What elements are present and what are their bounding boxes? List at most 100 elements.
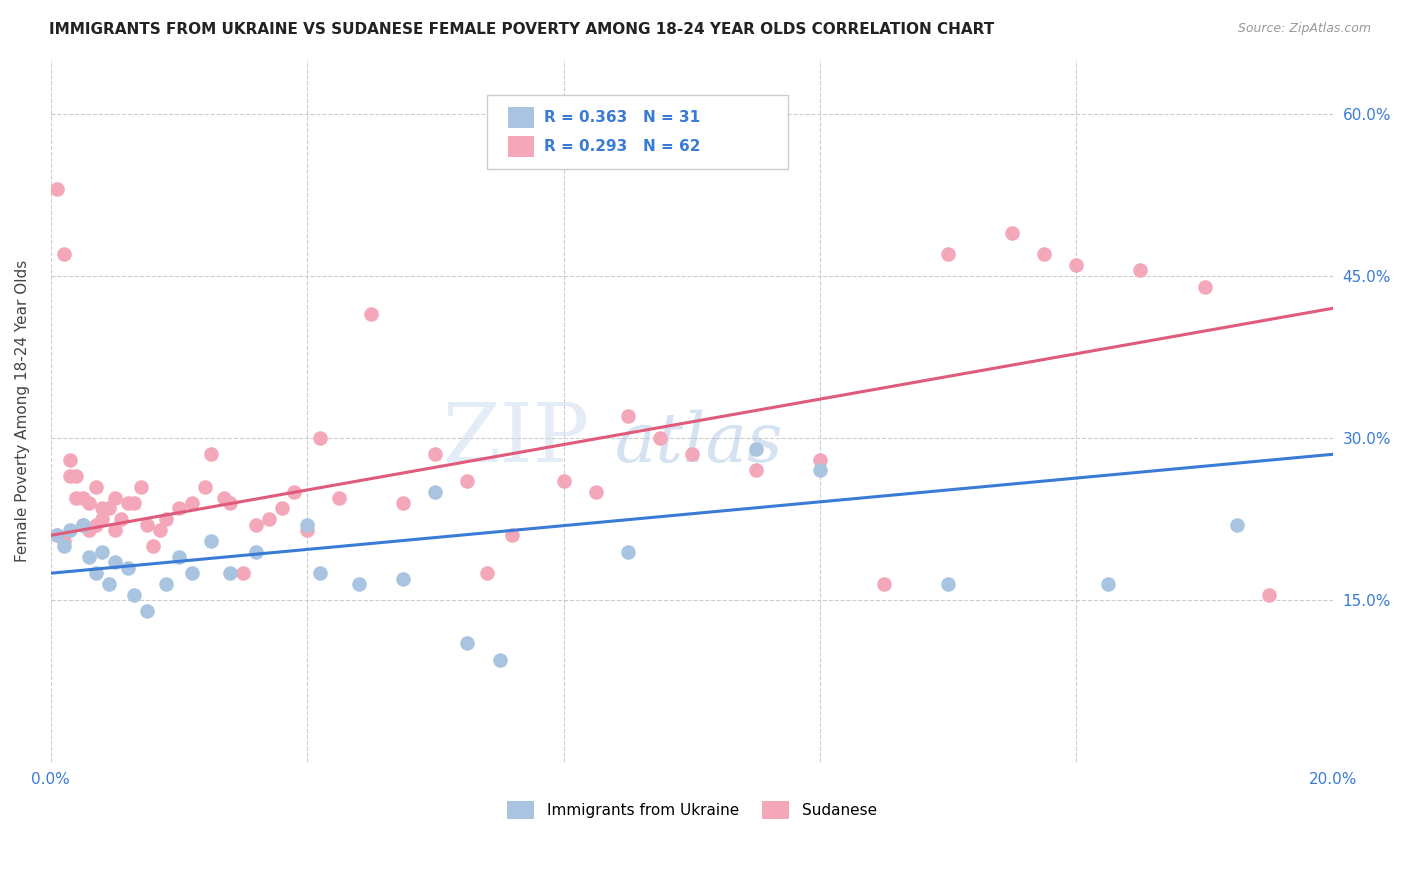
Point (392, 496, 415, 510)
Point (194, 480, 217, 494)
Point (59, 469, 82, 483)
Point (648, 431, 671, 445)
Point (681, 447, 703, 461)
Point (392, 572, 415, 586)
Point (149, 523, 172, 537)
Point (136, 604, 159, 618)
Text: IMMIGRANTS FROM UKRAINE VS SUDANESE FEMALE POVERTY AMONG 18-24 YEAR OLDS CORRELA: IMMIGRANTS FROM UKRAINE VS SUDANESE FEMA… (49, 22, 994, 37)
Point (129, 480, 152, 494)
Point (79, 523, 101, 537)
Point (745, 442, 768, 456)
Point (425, 485, 447, 500)
Point (553, 475, 575, 489)
Point (456, 636, 478, 650)
Point (1129, 263, 1152, 277)
Point (72, 491, 94, 505)
Point (1001, 226, 1024, 240)
FancyBboxPatch shape (509, 136, 534, 157)
Point (117, 561, 139, 575)
Point (309, 431, 332, 445)
Point (97, 577, 120, 591)
Point (59, 523, 82, 537)
Point (219, 566, 242, 581)
Point (309, 566, 332, 581)
Point (219, 496, 242, 510)
Point (270, 501, 292, 516)
Point (79, 549, 101, 564)
Point (72, 517, 94, 532)
Point (200, 447, 222, 461)
Point (245, 517, 267, 532)
Y-axis label: Female Poverty Among 18-24 Year Olds: Female Poverty Among 18-24 Year Olds (15, 260, 30, 562)
Point (84, 480, 107, 494)
Point (79, 496, 101, 510)
Point (283, 485, 305, 500)
Point (91, 501, 114, 516)
Point (110, 512, 132, 526)
Point (84, 566, 107, 581)
Point (104, 491, 127, 505)
Point (347, 577, 370, 591)
Point (1257, 588, 1279, 602)
Point (84, 517, 107, 532)
Point (1194, 279, 1216, 293)
FancyBboxPatch shape (486, 95, 787, 169)
Point (245, 544, 267, 558)
Text: Source: ZipAtlas.com: Source: ZipAtlas.com (1237, 22, 1371, 36)
Point (104, 523, 127, 537)
Point (616, 409, 638, 424)
Text: R = 0.293   N = 62: R = 0.293 N = 62 (544, 138, 700, 153)
Text: ZIP: ZIP (443, 399, 589, 479)
Point (257, 512, 280, 526)
Point (745, 463, 768, 477)
Point (1033, 247, 1056, 261)
Point (46, 528, 69, 542)
Point (52, 539, 75, 553)
Point (122, 496, 145, 510)
Point (328, 491, 350, 505)
Point (167, 549, 190, 564)
Point (52, 247, 75, 261)
Point (1097, 577, 1119, 591)
Point (873, 577, 896, 591)
Point (808, 452, 831, 467)
Point (91, 512, 114, 526)
Point (72, 517, 94, 532)
Point (122, 588, 145, 602)
Point (155, 512, 177, 526)
Point (297, 517, 319, 532)
Point (297, 523, 319, 537)
Point (1066, 258, 1088, 272)
Point (46, 528, 69, 542)
Point (180, 496, 202, 510)
Point (425, 447, 447, 461)
Point (97, 501, 120, 516)
FancyBboxPatch shape (509, 107, 534, 128)
Point (936, 577, 959, 591)
Point (212, 491, 235, 505)
Point (117, 496, 139, 510)
Point (808, 463, 831, 477)
Point (232, 566, 254, 581)
Text: atlas: atlas (614, 409, 783, 476)
Point (142, 539, 165, 553)
Point (65, 491, 87, 505)
Point (136, 517, 159, 532)
Legend: Immigrants from Ukraine, Sudanese: Immigrants from Ukraine, Sudanese (501, 795, 883, 825)
Point (200, 533, 222, 548)
Point (501, 528, 523, 542)
Point (1226, 517, 1249, 532)
Point (104, 555, 127, 569)
Point (585, 485, 607, 500)
Point (936, 247, 959, 261)
Point (616, 544, 638, 558)
Point (155, 577, 177, 591)
Point (46, 182, 69, 196)
Point (475, 566, 498, 581)
Point (180, 566, 202, 581)
Point (456, 475, 478, 489)
Point (65, 469, 87, 483)
Point (488, 653, 510, 667)
Point (360, 307, 382, 321)
Point (52, 533, 75, 548)
